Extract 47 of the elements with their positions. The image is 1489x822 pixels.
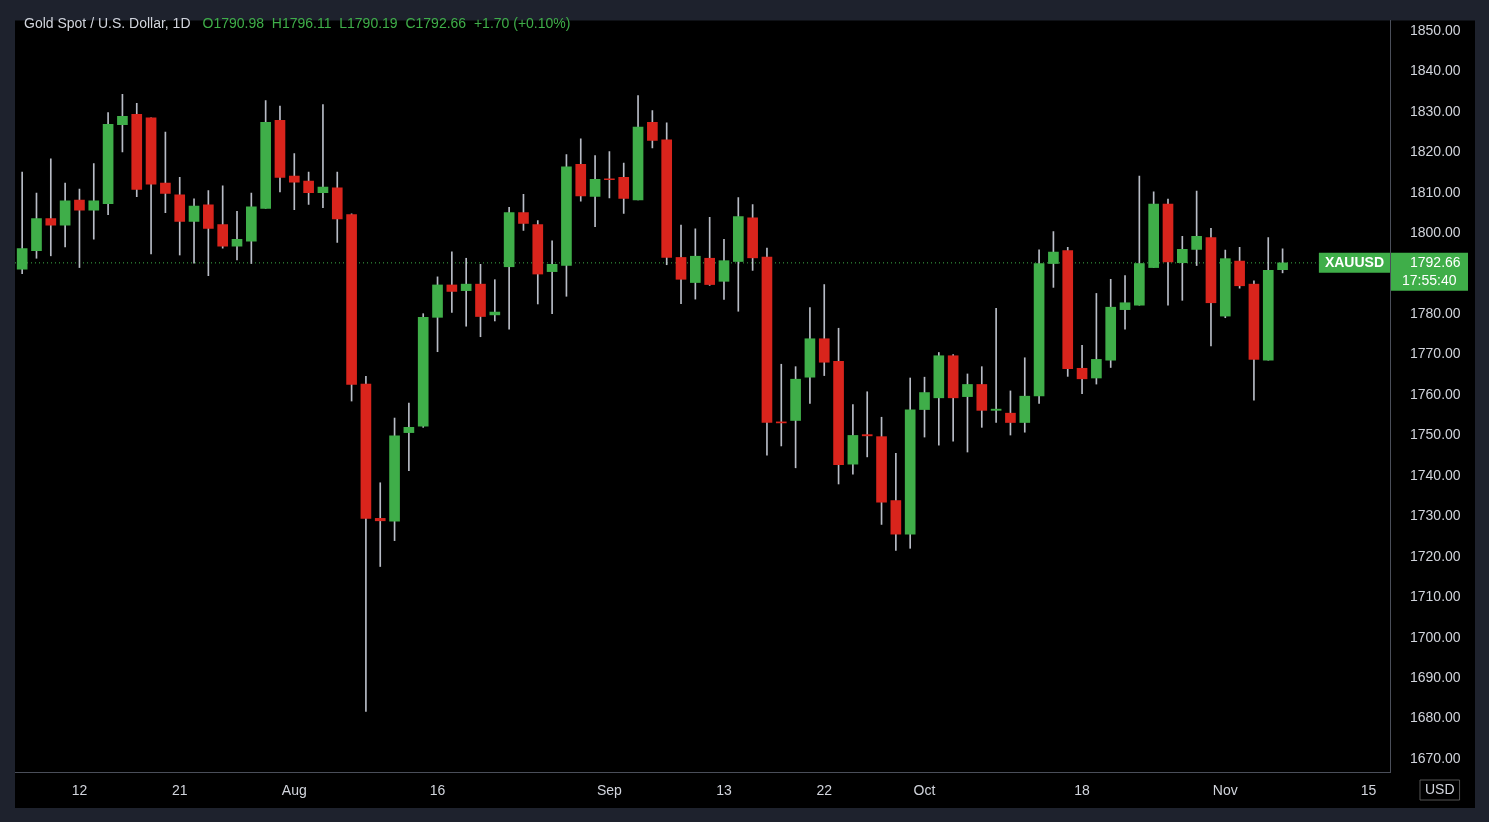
candlestick [88,163,100,240]
y-tick-label: 1680.00 [1410,709,1461,726]
text: 17:55:40 [1402,271,1457,288]
y-tick-label: 1792.66 [1410,253,1461,270]
y-tick-label: 1830.00 [1410,102,1461,119]
candlestick [403,402,415,471]
candlestick [374,482,386,567]
y-tick-label: 1750.00 [1410,426,1461,443]
x-tick-label: 15 [1360,782,1377,799]
y-tick-label: 1710.00 [1410,588,1461,605]
candlestick [861,391,873,458]
x-tick-label: 16 [429,782,446,799]
chart-subtitle: O1790.98 H1796.11 L1790.19 C1792.66 +1.70 (+0.10%) [202,14,571,31]
x-tick-label: 12 [71,782,88,799]
y-tick-label: 1780.00 [1410,304,1461,321]
y-tick-label: 1850.00 [1410,21,1461,38]
x-tick-label: 22 [816,782,833,799]
candlestick [1119,275,1131,330]
x-tick-label: 13 [716,782,732,799]
y-tick-label: 1840.00 [1410,62,1461,79]
y-tick-label: 1670.00 [1410,749,1461,766]
candlestick [288,153,300,211]
x-tick-label: Oct [913,782,936,799]
x-tick-label: 21 [171,782,188,799]
y-tick-label: 1700.00 [1410,628,1461,645]
x-tick-label: Nov [1212,782,1238,799]
y-tick-label: 1820.00 [1410,143,1461,160]
x-tick-label: Aug [281,782,307,799]
candlestick [446,251,458,313]
x-tick-label: Sep [596,782,623,799]
candlestick [1076,344,1088,395]
candlestick [317,104,329,209]
y-tick-label: 1720.00 [1410,547,1461,564]
candlestick [589,155,601,228]
text: USD [1425,780,1455,797]
chart-title: Gold Spot / U.S. Dollar, 1D [24,14,191,31]
y-tick-label: 1810.00 [1410,183,1461,200]
y-tick-label: 1740.00 [1410,466,1461,483]
y-tick-label: 1770.00 [1410,345,1461,362]
y-tick-label: 1690.00 [1410,669,1461,686]
candlestick [990,308,1002,423]
x-tick-label: 18 [1074,782,1091,799]
ref-line-label: XAUUSD [1324,253,1385,270]
y-tick-label: 1800.00 [1410,224,1461,241]
candlestick [45,158,57,257]
y-tick-label: 1760.00 [1410,385,1461,402]
y-tick-label: 1730.00 [1410,507,1461,524]
